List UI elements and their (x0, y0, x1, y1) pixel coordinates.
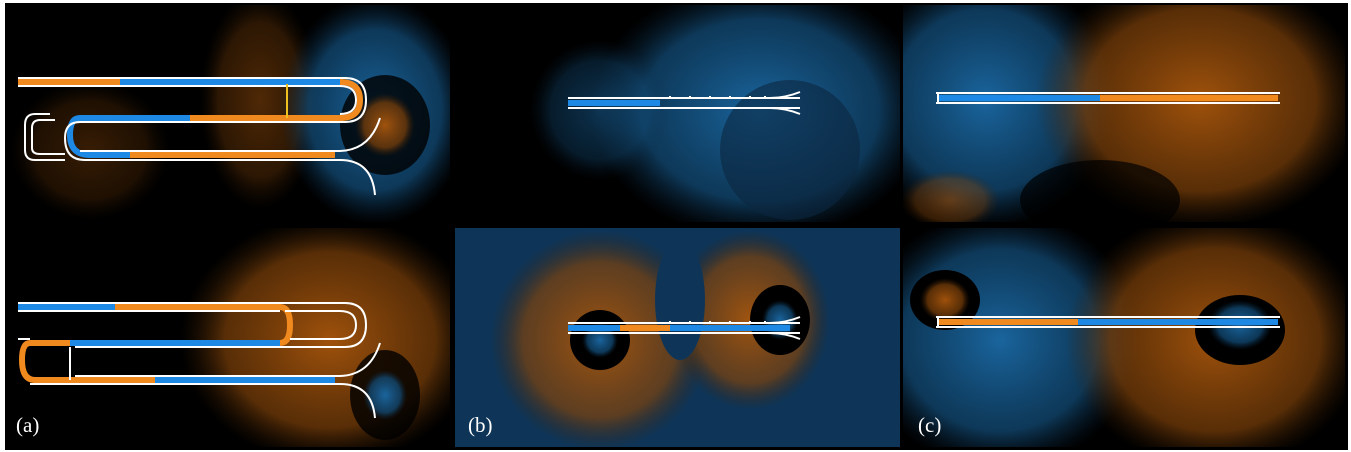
figure: (a) (b) (c) (0, 0, 1351, 452)
panel-label: (c) (918, 413, 941, 437)
field-b-bottom (455, 228, 900, 450)
page: {"panels": [{"label": "(a)"}, {"label": … (0, 0, 1351, 452)
panel-label: (a) (16, 413, 39, 437)
field-c-top (855, 0, 1351, 240)
panel-label: (b) (468, 413, 493, 437)
